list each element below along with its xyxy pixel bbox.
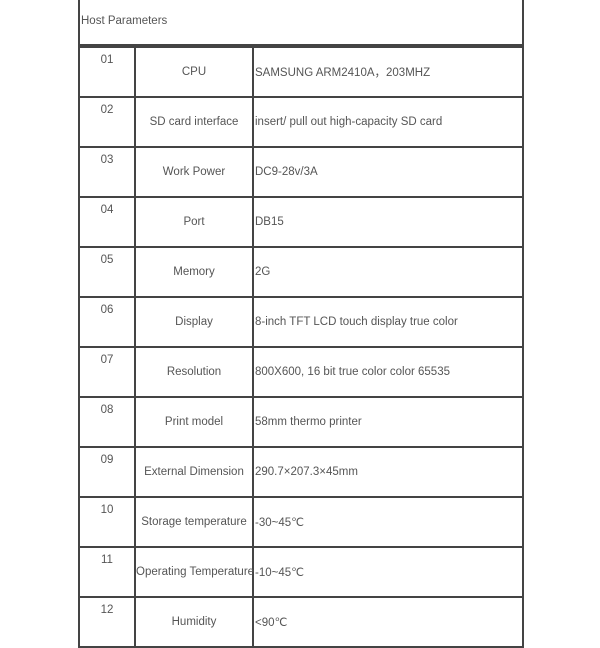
parameter-name: Resolution	[134, 346, 254, 398]
parameter-value: SAMSUNG ARM2410A，203MHZ	[252, 46, 524, 98]
row-number: 10	[78, 496, 136, 548]
row-number: 05	[78, 246, 136, 298]
row-number: 02	[78, 96, 136, 148]
row-number: 06	[78, 296, 136, 348]
parameter-name: Print model	[134, 396, 254, 448]
parameter-name: Display	[134, 296, 254, 348]
parameters-table: 01 CPU SAMSUNG ARM2410A，203MHZ 02 SD card in…	[78, 46, 524, 648]
table-row: 02 SD card interface insert/ pull out high…	[78, 96, 524, 148]
row-number: 07	[78, 346, 136, 398]
table-row: 01 CPU SAMSUNG ARM2410A，203MHZ	[78, 46, 524, 98]
parameter-name: Operating Temperature	[134, 546, 254, 598]
row-number: 01	[78, 46, 136, 98]
parameter-name: Storage temperature	[134, 496, 254, 548]
table-row: 12 Humidity <90℃	[78, 596, 524, 648]
row-number: 08	[78, 396, 136, 448]
row-number: 11	[78, 546, 136, 598]
table-row: 05 Memory 2G	[78, 246, 524, 298]
parameter-value: 800X600, 16 bit true color color 65535	[252, 346, 524, 398]
parameter-value: <90℃	[252, 596, 524, 648]
row-number: 04	[78, 196, 136, 248]
parameter-value: -30~45℃	[252, 496, 524, 548]
table-row: 04 Port DB15	[78, 196, 524, 248]
parameter-name: Work Power	[134, 146, 254, 198]
table-title-row: Host Parameters	[78, 0, 524, 46]
parameter-name: Humidity	[134, 596, 254, 648]
parameter-value: 2G	[252, 246, 524, 298]
row-number: 09	[78, 446, 136, 498]
parameter-name: SD card interface	[134, 96, 254, 148]
table-row: 10 Storage temperature -30~45℃	[78, 496, 524, 548]
table-row: 11 Operating Temperature -10~45℃	[78, 546, 524, 598]
parameter-name: Memory	[134, 246, 254, 298]
table-row: 07 Resolution 800X600, 16 bit true color c…	[78, 346, 524, 398]
row-number: 12	[78, 596, 136, 648]
parameter-value: DB15	[252, 196, 524, 248]
table-row: 06 Display 8-inch TFT LCD touch display tr…	[78, 296, 524, 348]
parameter-value: DC9-28v/3A	[252, 146, 524, 198]
host-parameters-table: Host Parameters 01 CPU SAMSUNG ARM2410A，20…	[78, 0, 524, 648]
table-row: 03 Work Power DC9-28v/3A	[78, 146, 524, 198]
row-number: 03	[78, 146, 136, 198]
parameter-value: 8-inch TFT LCD touch display true color	[252, 296, 524, 348]
parameter-name: CPU	[134, 46, 254, 98]
table-row: 09 External Dimension 290.7×207.3×45mm	[78, 446, 524, 498]
parameter-name: Port	[134, 196, 254, 248]
table-row: 08 Print model 58mm thermo printer	[78, 396, 524, 448]
parameter-value: 58mm thermo printer	[252, 396, 524, 448]
parameter-name: External Dimension	[134, 446, 254, 498]
parameter-value: -10~45℃	[252, 546, 524, 598]
parameter-value: 290.7×207.3×45mm	[252, 446, 524, 498]
table-title: Host Parameters	[81, 15, 168, 27]
parameter-value: insert/ pull out high-capacity SD card	[252, 96, 524, 148]
